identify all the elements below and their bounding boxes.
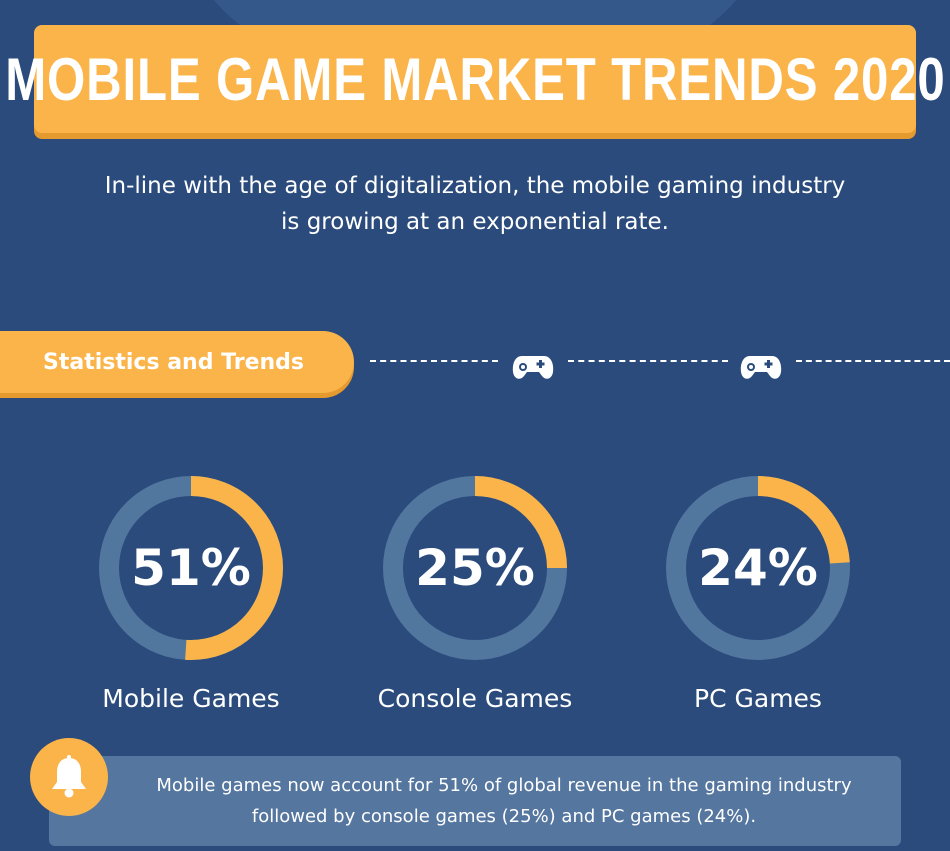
bell-icon (30, 738, 108, 816)
summary-text: Mobile games now account for 51% of glob… (124, 770, 884, 832)
subtitle-line-1: In-line with the age of digitalization, … (104, 173, 846, 199)
summary-line-1: Mobile games now account for 51% of glob… (156, 775, 852, 796)
donut-value-label: 51% (131, 539, 251, 597)
donut-value-arc (99, 476, 283, 660)
summary-line-2: followed by console games (25%) and PC g… (251, 806, 757, 827)
donut-chart-svg (666, 476, 850, 660)
page-title: MOBILE GAME MARKET TRENDS 2020 (4, 45, 946, 113)
donut-chart-svg (99, 476, 283, 660)
dashed-divider (568, 360, 728, 362)
title-banner: MOBILE GAME MARKET TRENDS 2020 (5, 25, 944, 133)
donut-console-games: 25% (380, 473, 570, 663)
donut-chart-svg (383, 476, 567, 660)
summary-panel: Mobile games now account for 51% of glob… (49, 756, 901, 846)
donut-pc-games: 24% (663, 473, 853, 663)
gamepad-icon (512, 346, 554, 388)
dashed-divider (796, 360, 950, 362)
gamepad-icon (740, 346, 782, 388)
donut-category-label: PC Games (694, 684, 822, 713)
dashed-divider (370, 360, 498, 362)
section-label: Statistics and Trends (43, 349, 304, 375)
subtitle: In-line with the age of digitalization, … (60, 168, 890, 240)
donut-mobile-games: 51% (96, 473, 286, 663)
donut-value-arc (383, 476, 567, 660)
donut-value-arc (666, 476, 850, 660)
donut-value-label: 25% (415, 539, 535, 597)
donut-category-label: Console Games (377, 684, 573, 713)
donut-value-label: 24% (698, 539, 818, 597)
section-header: Statistics and Trends (0, 331, 354, 393)
donut-category-label: Mobile Games (102, 684, 280, 713)
subtitle-line-2: is growing at an exponential rate. (281, 209, 669, 235)
